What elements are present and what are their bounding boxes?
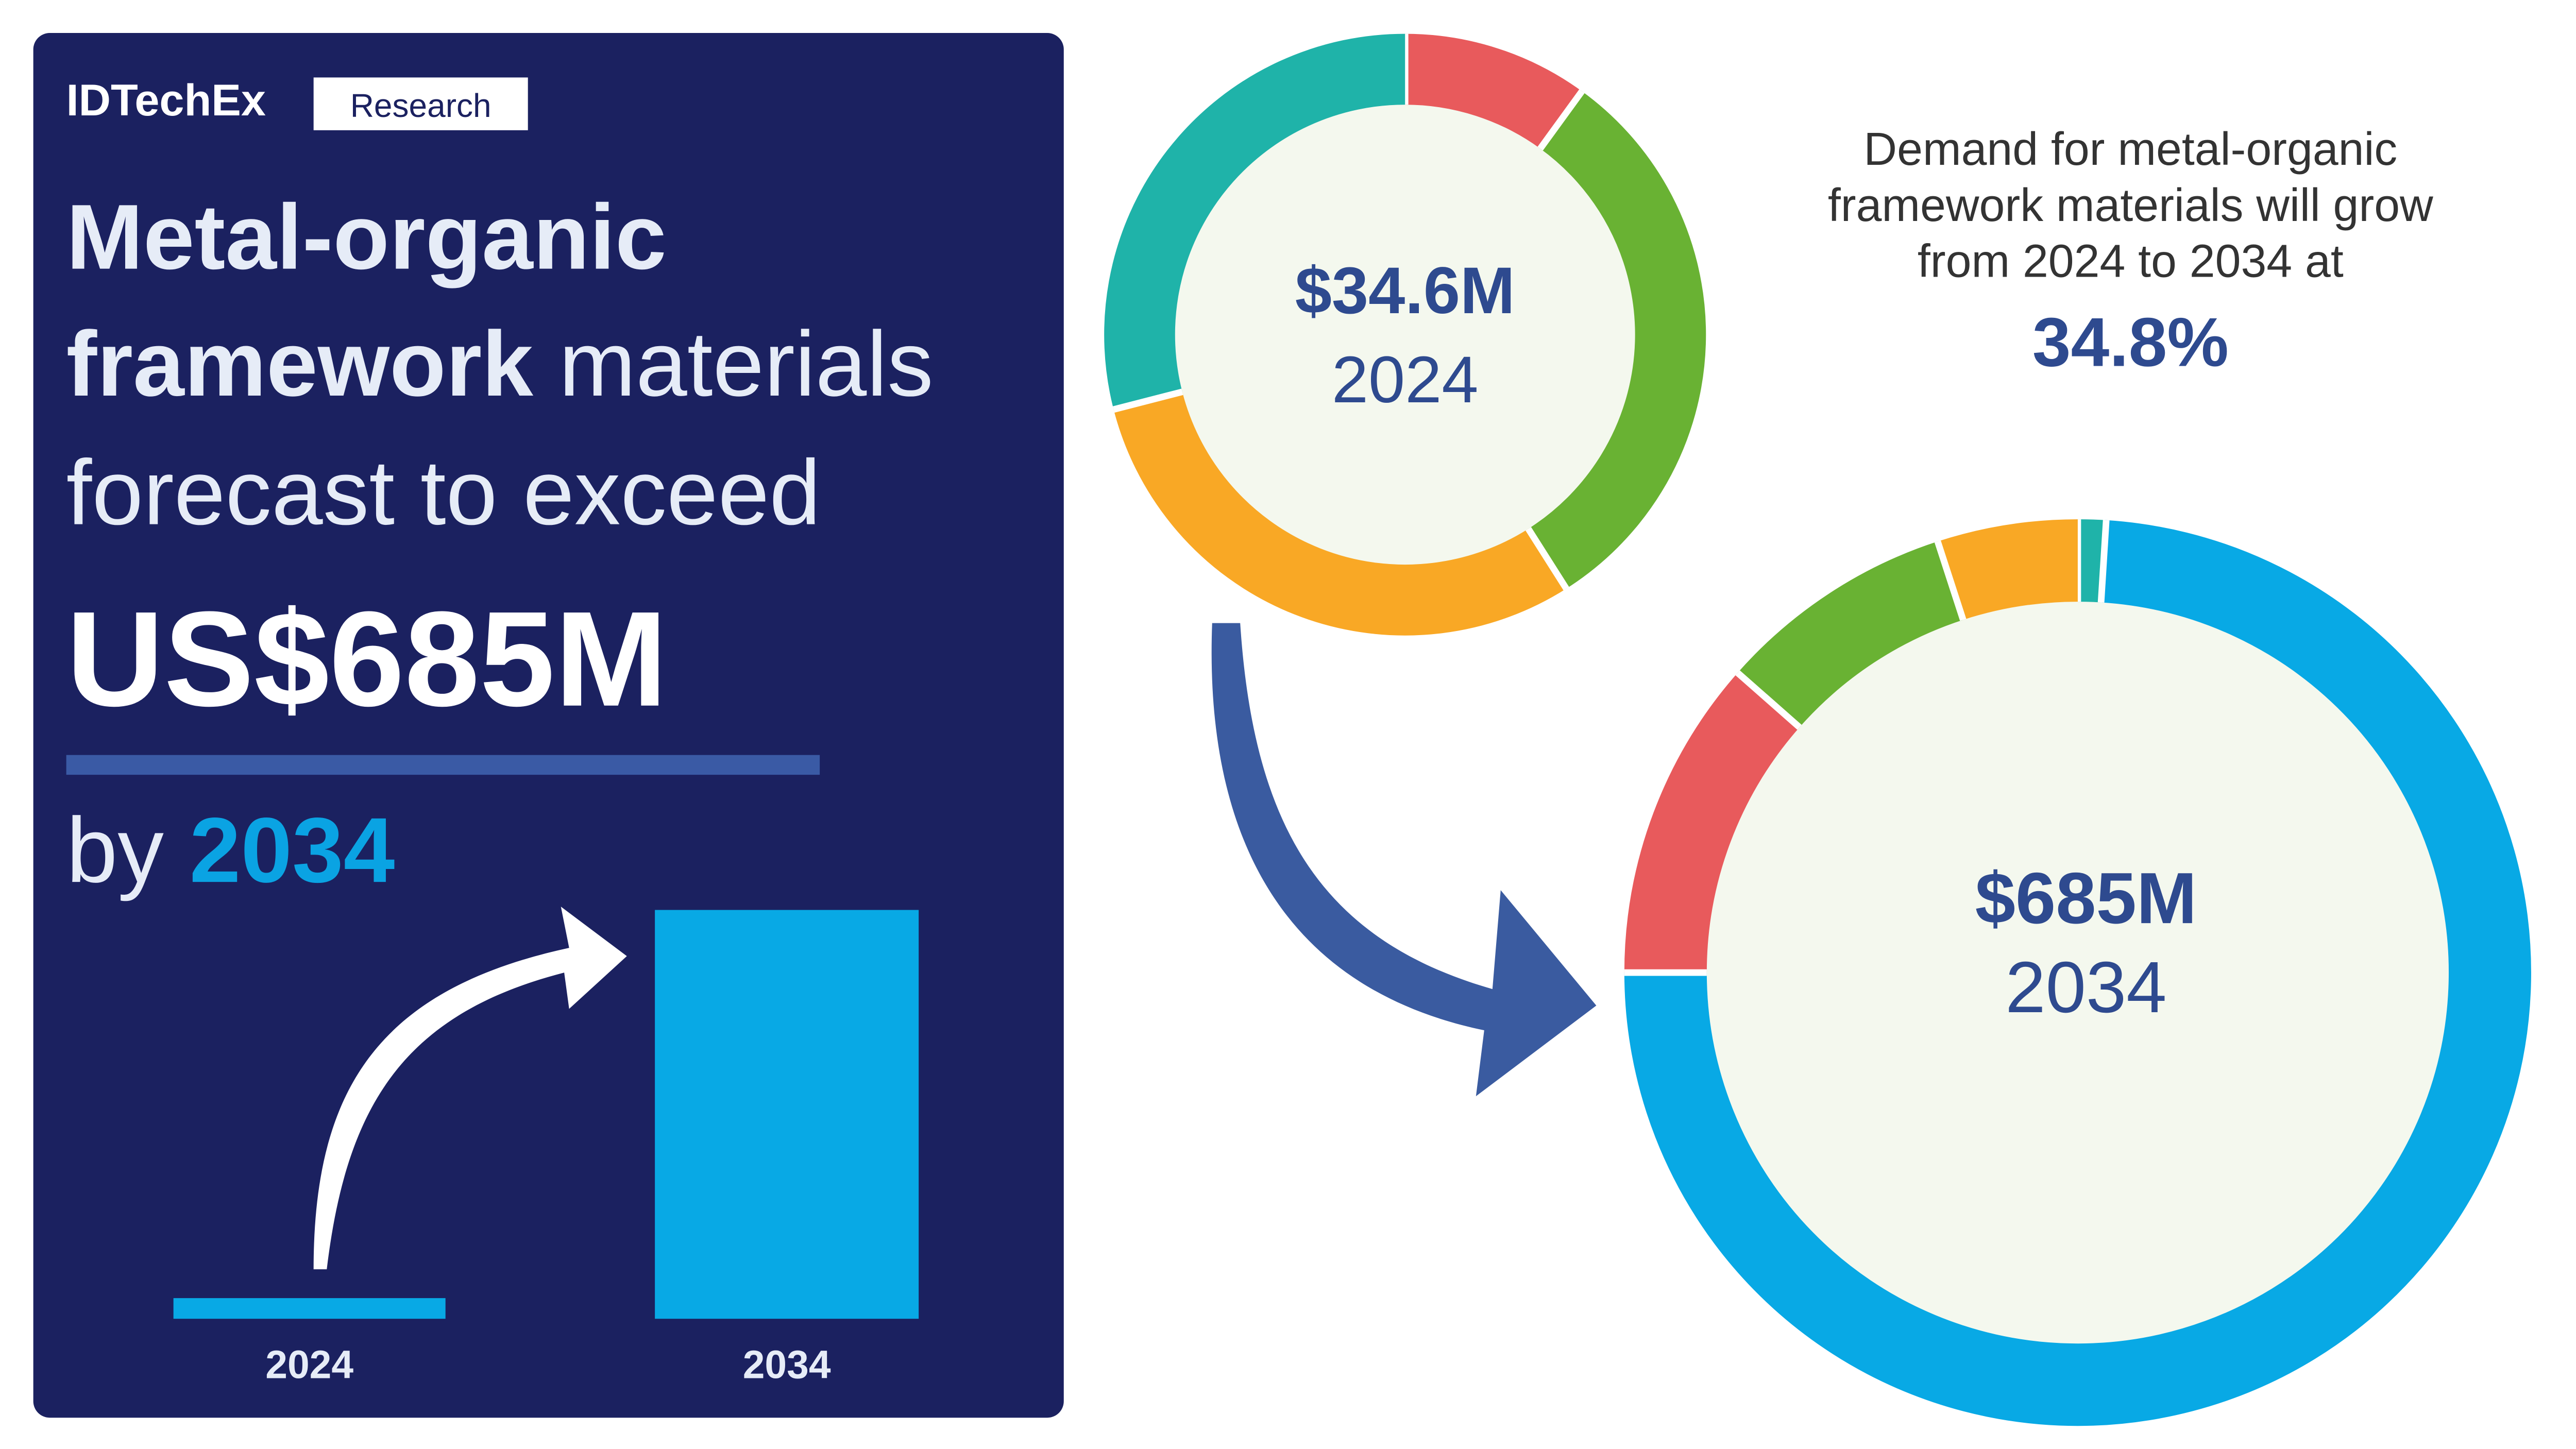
- donut-segment: [1624, 673, 1800, 973]
- donut-year: 2034: [2005, 947, 2166, 1028]
- segment-gap: [1112, 388, 1183, 413]
- donut-segment: [1113, 391, 1567, 636]
- x-tick-label: 2034: [743, 1342, 831, 1387]
- donut-segment: [1737, 541, 1964, 728]
- donut-segment: [1624, 520, 2531, 1426]
- donut-value: $34.6M: [1295, 254, 1515, 328]
- headline: framework materials: [66, 312, 934, 415]
- cagr-text: Demand for metal-organic: [1863, 123, 2397, 175]
- donut-segment: [1404, 33, 1582, 149]
- growth-arrow: [313, 907, 627, 1270]
- donut-segment: [2077, 519, 2107, 603]
- headline-bold: framework: [66, 312, 534, 415]
- segment-gap: [1537, 89, 1585, 151]
- year: 2034: [190, 798, 395, 901]
- cagr-value: 34.8%: [2032, 303, 2229, 381]
- donut-center: [1174, 104, 1636, 566]
- cagr-text: framework materials will grow: [1828, 179, 2433, 231]
- headline: Metal-organic: [66, 185, 667, 288]
- donut-segment: [1104, 33, 1405, 410]
- bar: [173, 1298, 446, 1319]
- badge-bg: [313, 77, 528, 130]
- amount: US$685M: [66, 583, 668, 735]
- donut-year: 2024: [1332, 343, 1479, 417]
- divider: [66, 755, 820, 775]
- x-tick-label: 2024: [265, 1342, 353, 1387]
- headline-light: materials: [533, 312, 934, 415]
- bar: [655, 910, 919, 1319]
- cagr-text: from 2024 to 2034 at: [1918, 235, 2344, 287]
- donut-segment: [1528, 91, 1706, 589]
- segment-gap: [1526, 527, 1569, 591]
- flow-arrow: [1211, 623, 1597, 1097]
- by-line: by 2034: [66, 798, 395, 901]
- brand: IDTechEx: [66, 76, 266, 125]
- donut-value: $685M: [1975, 858, 2197, 939]
- segment-gap: [1735, 670, 1802, 730]
- by: by: [66, 798, 190, 901]
- headline: forecast to exceed: [66, 441, 821, 544]
- donut-segment: [1937, 519, 2078, 620]
- segment-gap: [1934, 540, 1967, 621]
- segment-gap: [2097, 520, 2110, 603]
- donut-center: [1706, 602, 2449, 1344]
- badge: Research: [350, 87, 492, 124]
